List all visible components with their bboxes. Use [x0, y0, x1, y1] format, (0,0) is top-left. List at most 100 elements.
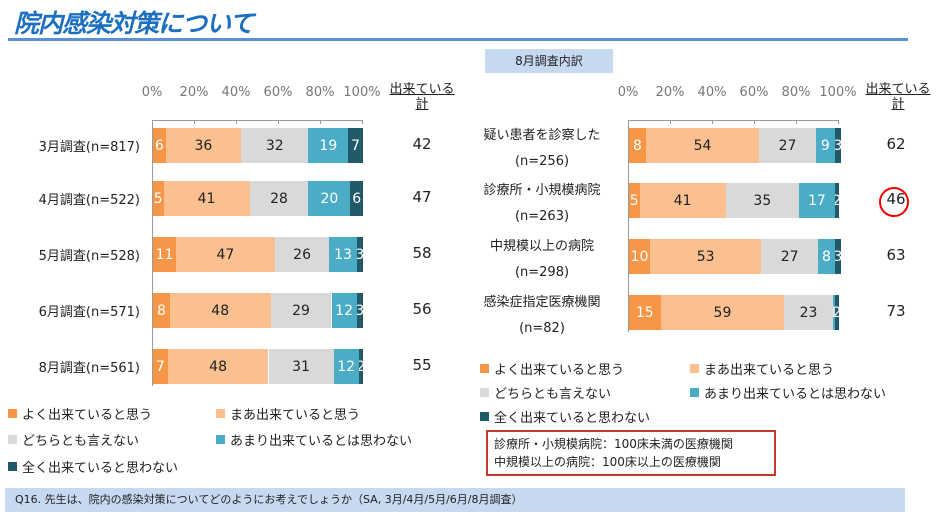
bar-segment-2: 53 [650, 239, 762, 274]
total-header-line: 出来ている [865, 82, 931, 97]
category-label: 疑い患者を診察した (n=256) [472, 123, 612, 175]
total-value: 55 [412, 356, 432, 374]
bar-segment-1: 10 [629, 239, 650, 274]
x-tick [796, 120, 797, 124]
note-box: 診療所・小規模病院：100床未満の医療機関 中規模以上の病院：100床以上の医療… [486, 430, 776, 476]
bar-segment-3: 32 [241, 128, 309, 163]
bar-segment-2: 41 [639, 183, 726, 218]
legend-item: どちらとも言えない [8, 430, 139, 449]
category-n: (n=263) [514, 209, 570, 224]
legend-label: 全く出来ていると思わない [494, 411, 651, 426]
x-tick-label: 40% [221, 85, 251, 100]
category-name: 診療所・小規模病院 [483, 183, 601, 198]
bar-segment-4: 20 [308, 181, 351, 216]
legend-swatch [8, 462, 17, 471]
bar-segment-5: 3 [834, 128, 842, 163]
legend-item: まあ出来ていると思う [690, 359, 834, 378]
bar-segment-3: 27 [761, 239, 818, 274]
bar-segment-2: 48 [169, 293, 271, 328]
bar-segment-3: 28 [249, 181, 309, 216]
legend-swatch [690, 364, 699, 373]
legend-label: どちらとも言えない [494, 387, 612, 402]
legend-swatch [480, 364, 489, 373]
x-tick-label: 20% [179, 85, 209, 100]
x-tick-label: 60% [263, 85, 293, 100]
x-tick [754, 120, 755, 124]
bar-segment-4: 12 [333, 349, 359, 384]
legend-item: 全く出来ていると思わない [480, 407, 650, 426]
legend-label: まあ出来ていると思う [230, 408, 361, 423]
bar-segment-3: 26 [274, 237, 330, 272]
total-value: 58 [412, 244, 432, 262]
bar-segment-5: 2 [834, 183, 839, 218]
legend-item: 全く出来ていると思わない [8, 457, 178, 476]
legend-swatch [216, 435, 225, 444]
bar-segment-3: 27 [759, 128, 816, 163]
total-value: 42 [412, 135, 432, 153]
stacked-bar: 8 54 27 9 3 [629, 128, 842, 163]
bar-segment-1: 11 [153, 237, 177, 272]
x-tick [362, 120, 363, 124]
bar-segment-1: 7 [153, 349, 168, 384]
bar-segment-3: 35 [725, 183, 800, 218]
note-line: 診療所・小規模病院：100床未満の医療機関 [494, 437, 733, 451]
question-footer: Q16. 先生は、院内の感染対策についてどのようにお考えでしょうか（SA, 3月… [5, 488, 905, 512]
legend-swatch [8, 435, 17, 444]
category-label: 6月調査(n=571) [38, 305, 140, 320]
total-header-line: 計 [415, 97, 429, 112]
stacked-bar: 15592312 [629, 295, 839, 330]
x-tick-label: 60% [739, 85, 769, 100]
legend-label: まあ出来ていると思う [704, 363, 835, 378]
category-n: (n=298) [514, 265, 570, 280]
legend-item: どちらとも言えない [480, 383, 611, 402]
stacked-bar: 11 47 26 13 3 [153, 237, 363, 272]
bar-segment-4: 9 [815, 128, 835, 163]
x-axis-line [628, 120, 838, 121]
bar-segment-5: 6 [350, 181, 363, 216]
category-n: (n=82) [519, 321, 565, 336]
bar-segment-2: 48 [167, 349, 269, 384]
title-divider [8, 38, 908, 41]
bar-segment-5: 7 [348, 128, 363, 163]
bar-segment-5: 2 [834, 295, 839, 330]
category-n: (n=256) [514, 154, 570, 169]
legend-swatch [690, 388, 699, 397]
bar-segment-4: 17 [799, 183, 835, 218]
stacked-bar: 54135172 [629, 183, 839, 218]
x-tick [236, 120, 237, 124]
stacked-bar: 6 36 32 19 7 [153, 128, 363, 163]
bar-segment-2: 54 [645, 128, 760, 163]
category-label: 診療所・小規模病院 (n=263) [472, 178, 612, 230]
stacked-bar: 8 48 29 12 3 [153, 293, 363, 328]
subheader-august-breakdown: 8月調査内訳 [485, 49, 613, 73]
stacked-bar: 74831122 [153, 349, 363, 384]
legend-swatch [480, 412, 489, 421]
legend-label: よく出来ていると思う [22, 408, 153, 423]
legend-swatch [216, 409, 225, 418]
total-header-line: 出来ている [389, 82, 455, 97]
total-header-line: 計 [891, 97, 905, 112]
bar-segment-5: 3 [356, 293, 363, 328]
total-header: 出来ている計 [382, 82, 462, 112]
bar-segment-5: 3 [356, 237, 363, 272]
legend-label: あまり出来ているとは思わない [704, 387, 887, 402]
legend-item: あまり出来ているとは思わない [216, 430, 412, 449]
x-tick [712, 120, 713, 124]
bar-segment-4: 19 [308, 128, 349, 163]
legend-item: あまり出来ているとは思わない [690, 383, 886, 402]
bar-segment-1: 5 [153, 181, 164, 216]
bar-segment-3: 31 [268, 349, 334, 384]
legend-swatch [480, 388, 489, 397]
total-header: 出来ている計 [858, 82, 938, 112]
stacked-bar: 5 41 28 20 6 [153, 181, 363, 216]
x-tick-label: 100% [819, 85, 857, 100]
legend-label: あまり出来ているとは思わない [230, 434, 413, 449]
x-tick-label: 80% [305, 85, 335, 100]
category-label: 8月調査(n=561) [38, 361, 140, 376]
total-value: 63 [886, 246, 906, 264]
bar-segment-1: 8 [629, 128, 646, 163]
bar-segment-5: 3 [834, 239, 842, 274]
legend-label: よく出来ていると思う [494, 363, 625, 378]
category-label: 感染症指定医療機関 (n=82) [472, 290, 612, 342]
category-label: 3月調査(n=817) [38, 140, 140, 155]
